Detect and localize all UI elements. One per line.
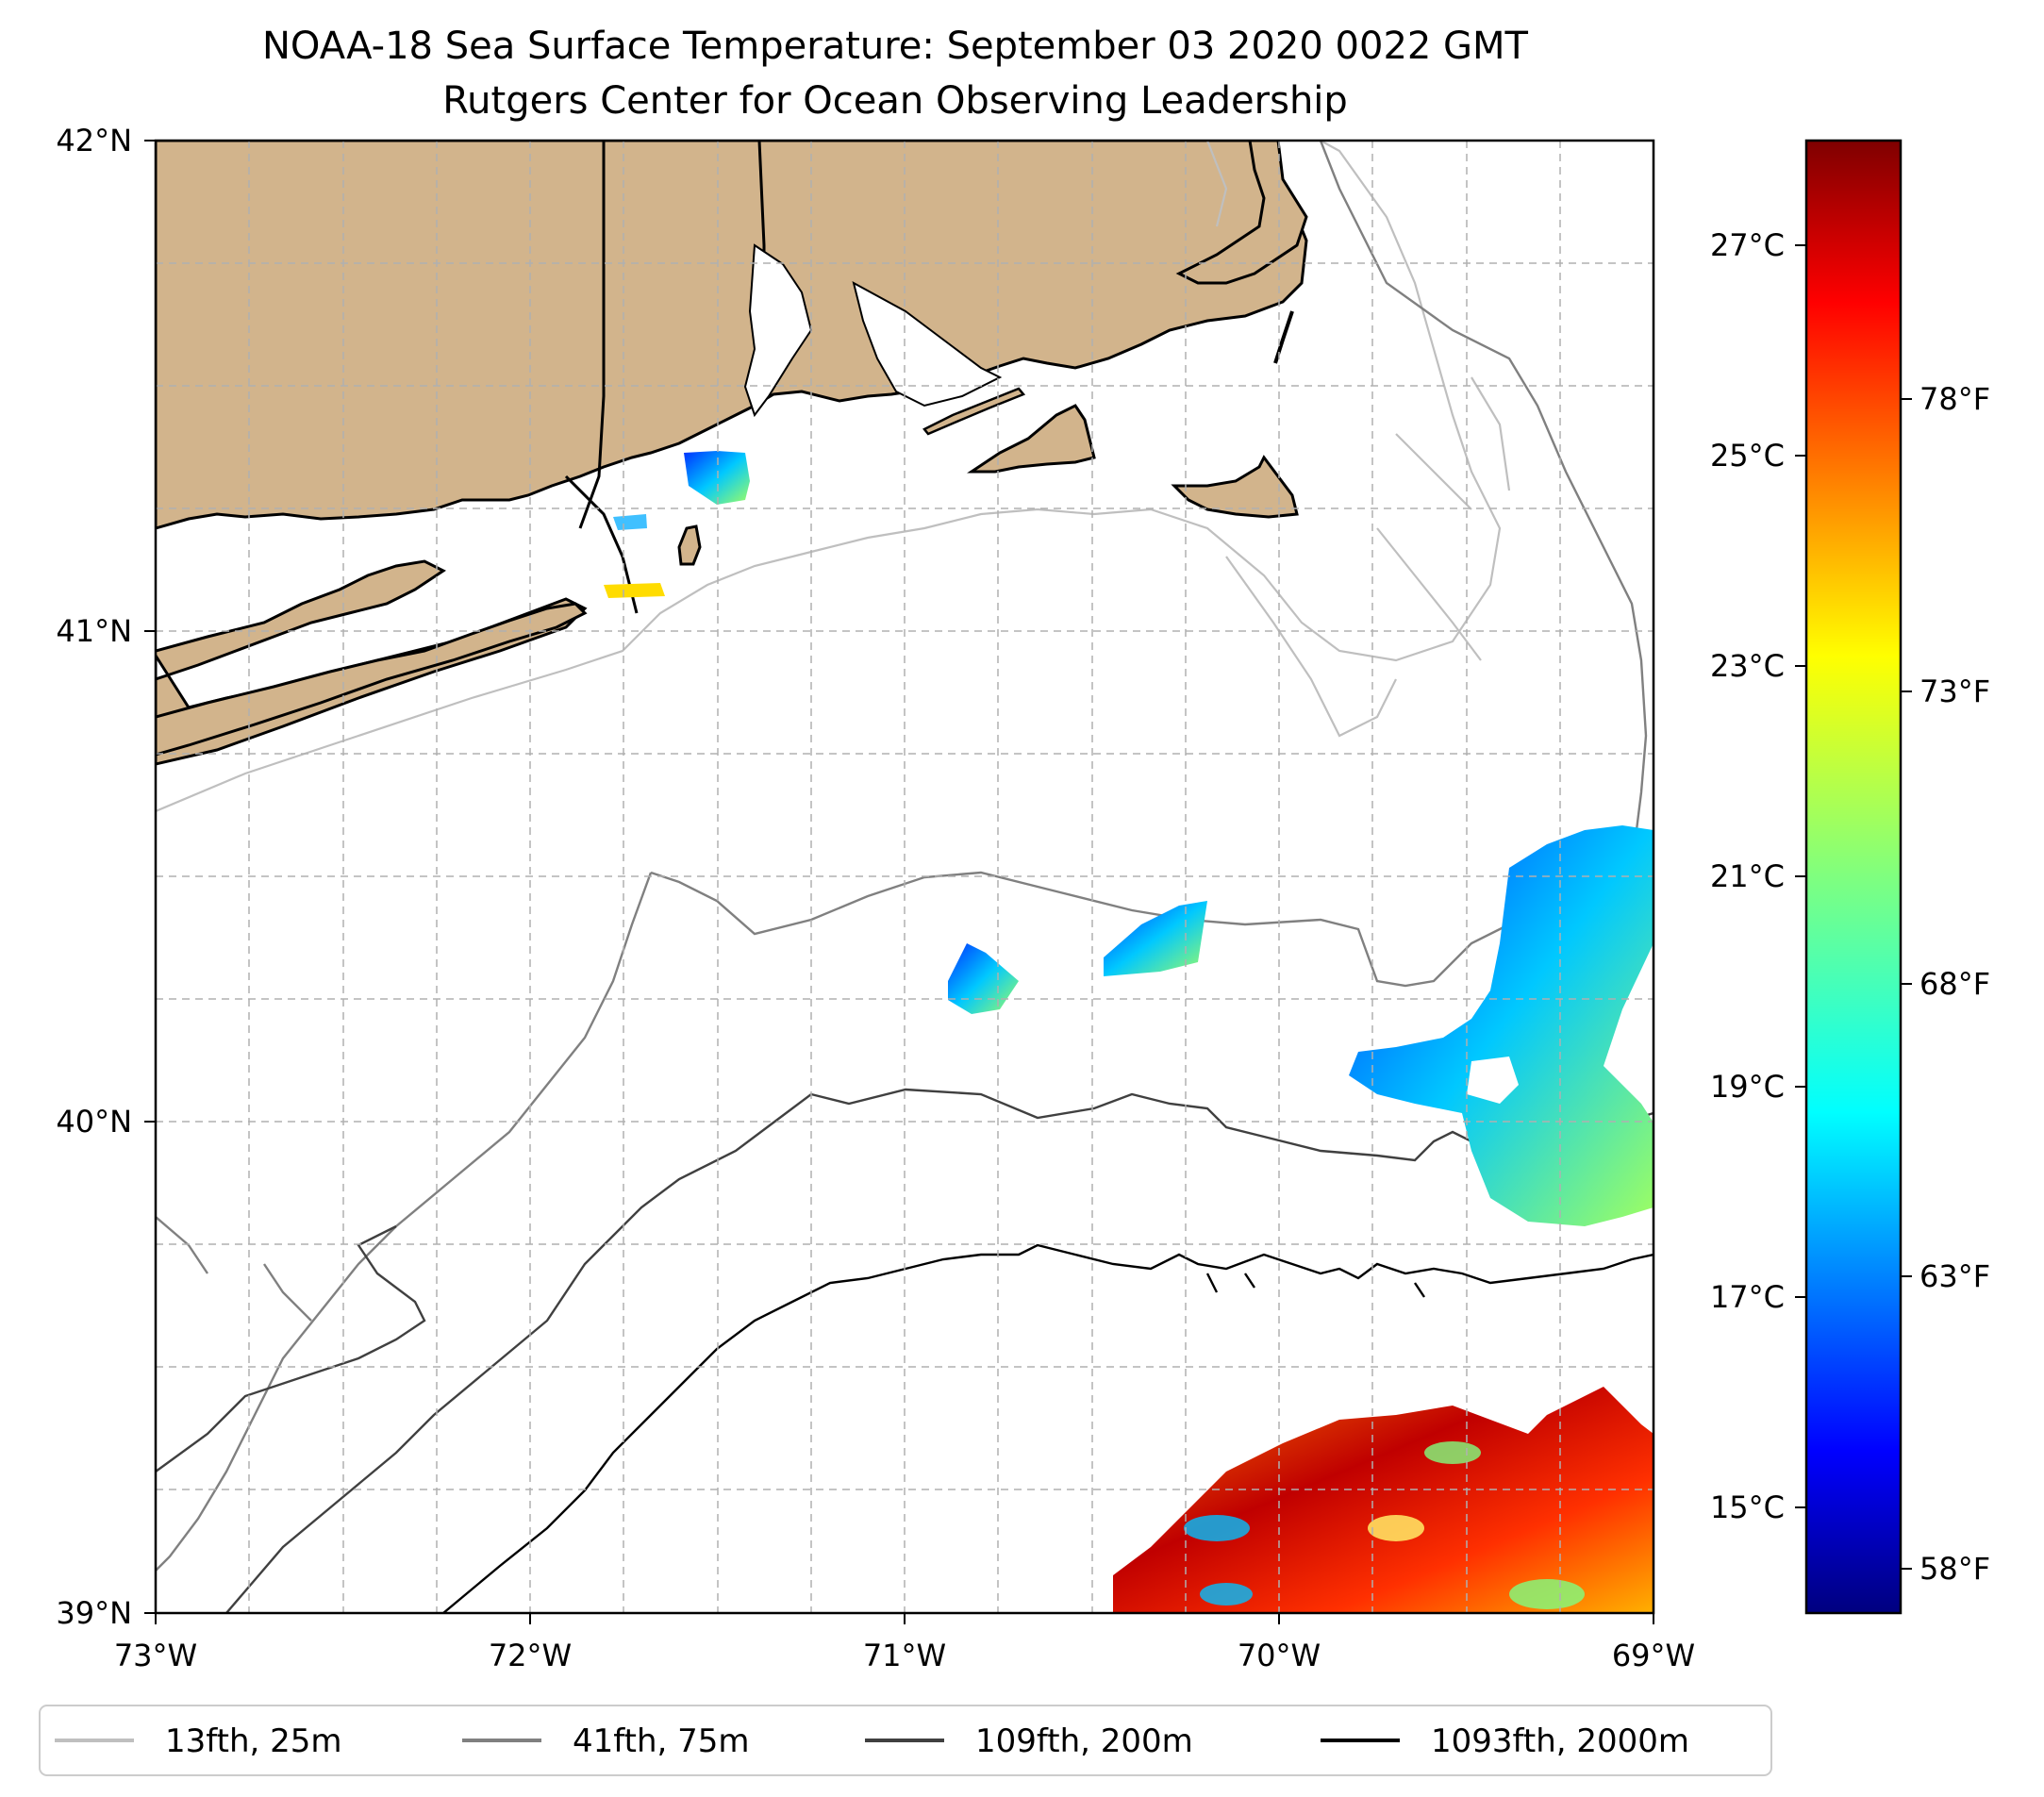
isobath-200m: [156, 1088, 1653, 1613]
buzzards-bay: [852, 281, 1003, 408]
axis-ticks: [144, 140, 1654, 1624]
legend-label-2000m: 1093fth, 2000m: [1431, 1722, 1689, 1760]
colorbar: 27°C 25°C 23°C 21°C 19°C 17°C 15°C 78°F …: [1710, 139, 1990, 1615]
map-subtitle: Rutgers Center for Ocean Observing Leade…: [442, 79, 1348, 123]
colorbar-gradient: [1804, 139, 1903, 1615]
sst-data-patches: [604, 451, 1653, 1613]
colorbar-fahrenheit-tick: 78°F: [1919, 381, 1990, 417]
colorbar-fahrenheit-tick: 68°F: [1919, 966, 1990, 1002]
isobath-25m-b: [1205, 141, 1397, 738]
map-title: NOAA-18 Sea Surface Temperature: Septemb…: [262, 25, 1529, 68]
sst-patch-shelf-1: [948, 943, 1019, 1014]
gridlines: [156, 141, 1653, 1613]
map-area: [156, 141, 1653, 1613]
long-island-south-fork: [156, 602, 588, 757]
isobath-25m: [156, 141, 1502, 813]
isobath-25m-c: [1376, 376, 1511, 661]
lon-tick-label: 69°W: [1612, 1638, 1695, 1673]
lat-tick-label: 40°N: [56, 1104, 132, 1140]
lon-tick-label: 71°W: [863, 1638, 946, 1673]
sst-patch-deep-warm: [1113, 1387, 1653, 1613]
elizabeth-islands-land: [922, 387, 1026, 436]
lon-tick-label: 72°W: [489, 1638, 572, 1673]
legend-label-25m: 13fth, 25m: [165, 1722, 342, 1760]
narragansett-bay: [743, 243, 813, 418]
sst-patch-block-island: [684, 451, 750, 505]
cape-cod-land: [1175, 141, 1308, 285]
colorbar-fahrenheit-tick: 58°F: [1919, 1551, 1990, 1587]
colorbar-celsius-tick: 21°C: [1710, 858, 1785, 894]
colorbar-celsius-tick: 23°C: [1710, 648, 1785, 684]
lon-tick-label: 73°W: [114, 1638, 197, 1673]
legend-label-75m: 41fth, 75m: [573, 1722, 750, 1760]
colorbar-celsius-tick: 25°C: [1710, 438, 1785, 474]
nantucket-land: [1171, 455, 1299, 519]
sst-patch-east-cool: [1349, 825, 1653, 1226]
legend-label-200m: 109fth, 200m: [975, 1722, 1193, 1760]
colorbar-celsius-tick: 19°C: [1710, 1069, 1785, 1105]
lat-tick-label: 39°N: [56, 1595, 132, 1631]
colorbar-celsius-tick: 15°C: [1710, 1489, 1785, 1525]
sst-patch-nearshore: [604, 583, 665, 598]
sst-patch-east-white-gap: [1467, 1057, 1519, 1104]
isobath-legend: 13fth, 25m 41fth, 75m 109fth, 200m 1093f…: [39, 1705, 1772, 1776]
lat-tick-label: 41°N: [56, 613, 132, 649]
mainland-land: [156, 141, 1308, 530]
block-island-land: [677, 524, 702, 566]
lon-tick-label: 70°W: [1238, 1638, 1321, 1673]
isobath-75m: [156, 141, 1653, 1572]
lat-tick-label: 42°N: [56, 123, 132, 158]
sst-patch-small: [613, 514, 647, 530]
monomoy-land: [1273, 310, 1294, 364]
colorbar-fahrenheit-tick: 63°F: [1919, 1258, 1990, 1294]
colorbar-celsius-tick: 27°C: [1710, 227, 1785, 263]
state-border-ny-ct: [578, 141, 606, 529]
marthas-vineyard-land: [967, 404, 1096, 474]
colorbar-celsius-tick: 17°C: [1710, 1279, 1785, 1315]
isobath-2000m: [442, 1243, 1653, 1613]
sst-patch-shelf-2: [1104, 901, 1207, 976]
colorbar-fahrenheit-tick: 73°F: [1919, 674, 1990, 709]
